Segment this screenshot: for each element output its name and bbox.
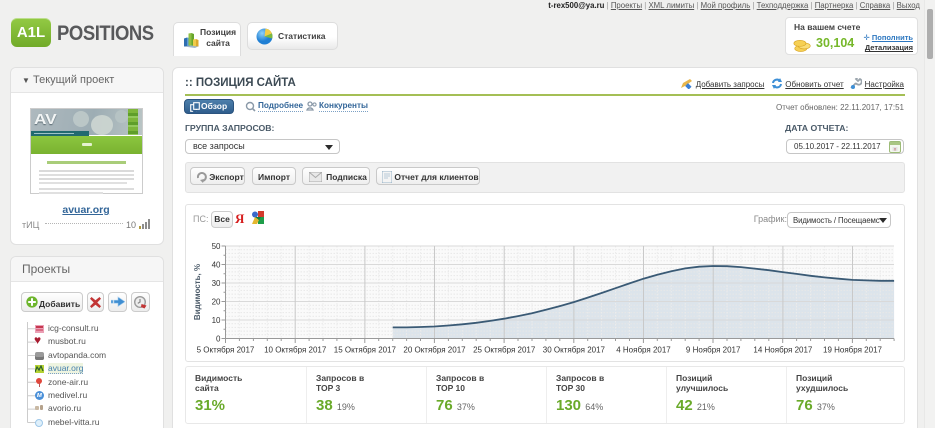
svg-text:20: 20 xyxy=(212,298,221,307)
svg-text:30: 30 xyxy=(212,279,221,288)
svg-text:25 Октября 2017: 25 Октября 2017 xyxy=(473,346,536,355)
svg-text:x: x xyxy=(894,146,897,151)
svg-text:15 Октября 2017: 15 Октября 2017 xyxy=(334,346,397,355)
svg-text:Видимость, %: Видимость, % xyxy=(193,264,202,320)
svg-text:30 Октября 2017: 30 Октября 2017 xyxy=(543,346,606,355)
svg-text:4 Ноября 2017: 4 Ноября 2017 xyxy=(616,346,671,355)
svg-text:10 Октября 2017: 10 Октября 2017 xyxy=(264,346,327,355)
svg-text:50: 50 xyxy=(212,242,221,251)
svg-text:10: 10 xyxy=(212,316,221,325)
svg-text:40: 40 xyxy=(212,261,221,270)
svg-text:20 Октября 2017: 20 Октября 2017 xyxy=(403,346,466,355)
svg-text:0: 0 xyxy=(216,335,221,344)
svg-text:5 Октября 2017: 5 Октября 2017 xyxy=(197,346,255,355)
svg-text:19 Ноября 2017: 19 Ноября 2017 xyxy=(823,346,883,355)
svg-text:14 Ноября 2017: 14 Ноября 2017 xyxy=(753,346,813,355)
svg-text:9 Ноября 2017: 9 Ноября 2017 xyxy=(686,346,741,355)
